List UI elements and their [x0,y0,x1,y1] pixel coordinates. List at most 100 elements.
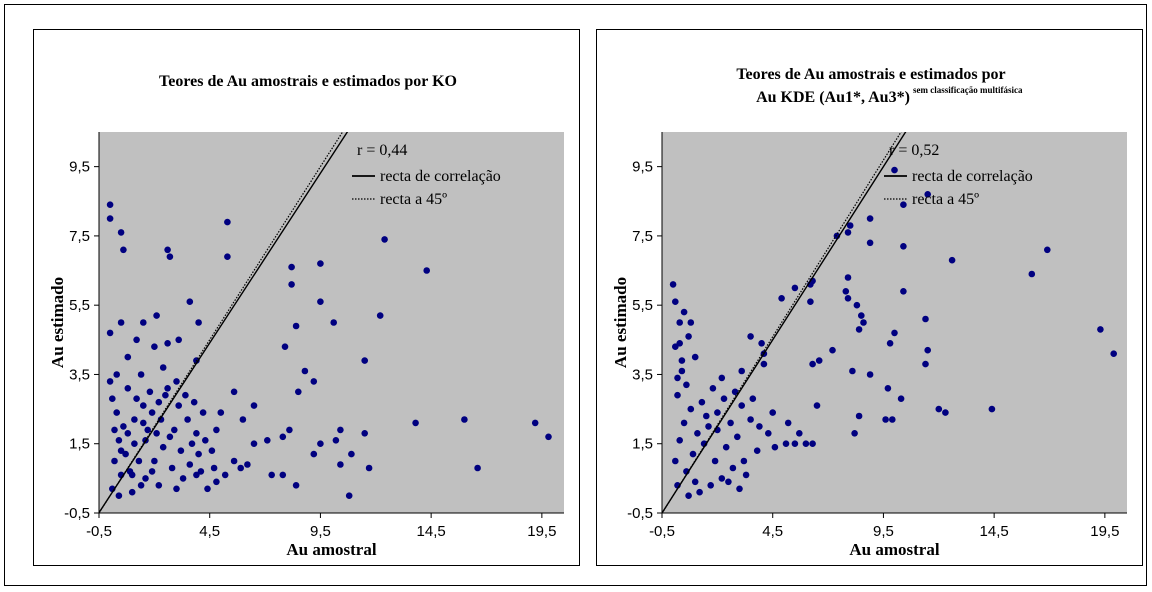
data-point [747,416,754,423]
data-point [722,443,730,451]
data-point [412,419,419,427]
data-point [310,378,318,385]
x-tick-label: 19,5 [527,523,556,540]
data-point [829,346,836,354]
data-point [317,440,324,448]
data-point [698,398,706,406]
data-point [729,464,737,472]
data-point [250,440,258,448]
data-point [159,364,167,371]
data-point [279,433,287,441]
data-point [858,312,865,319]
data-point [782,440,790,448]
data-point [117,447,125,455]
data-point [1097,326,1104,333]
data-point [756,423,763,430]
data-point [714,409,721,416]
data-point [173,378,180,385]
y-tick-label: 5,5 [632,297,653,314]
data-point [224,218,231,226]
data-point [678,367,686,375]
data-point [703,412,710,420]
data-point [760,360,768,368]
data-point [815,357,823,364]
chart-kde-svg: Teores de Au amostrais e estimados por Au… [611,66,1127,559]
data-point [202,437,209,444]
data-point [140,319,147,326]
data-point [193,430,200,437]
data-point [924,191,931,198]
data-point [376,312,384,319]
data-point [718,374,726,382]
data-point [186,461,194,468]
data-point [942,409,949,416]
data-point [133,336,140,344]
data-point [204,485,211,493]
data-point [237,464,244,472]
data-point [120,423,127,430]
x-axis-label: Au amostral [286,540,376,559]
x-axis-label: Au amostral [849,540,939,559]
data-point [124,430,132,437]
chart-title: Teores de Au amostrais e estimados por K… [159,73,457,90]
data-point [166,253,174,260]
legend-45: recta a 45º [380,191,447,208]
lines-group [99,132,349,513]
chart-title-line-1: Teores de Au amostrais e estimados por [736,66,1005,83]
data-point [317,260,324,267]
data-point [672,298,679,306]
data-point [148,409,156,416]
data-point [268,471,275,479]
data-point [288,263,295,271]
data-point [361,357,369,364]
data-point [128,471,136,479]
data-point [842,288,850,295]
data-point [886,340,894,347]
data-point [753,447,761,455]
data-point [718,475,726,482]
y-tick-label: 1,5 [632,436,653,453]
data-point [705,423,712,430]
data-point [1110,350,1117,358]
data-point [131,440,138,448]
data-point [694,430,701,437]
data-point [173,485,180,493]
data-point [680,419,688,427]
data-point [217,409,225,416]
data-point [696,488,703,496]
data-point [727,419,734,427]
data-point [162,391,169,399]
data-point [846,222,854,229]
data-point [809,360,816,368]
data-point [669,281,677,288]
data-point [106,201,114,208]
data-point [122,450,129,458]
data-point [151,457,158,465]
data-point [844,274,852,281]
data-point [742,471,750,479]
data-point [164,246,171,254]
chart-ko-svg: Teores de Au amostrais e estimados por K… [48,73,564,559]
y-tick-label: -0,5 [64,505,90,522]
data-point [155,482,163,489]
x-tick-label: 4,5 [199,523,220,540]
data-point [813,402,821,409]
data-point [151,343,158,351]
data-point [210,464,218,472]
data-point [791,440,799,448]
data-point [676,319,683,326]
data-point [736,485,743,493]
data-point [292,322,300,330]
data-point [168,464,176,472]
data-point [866,239,874,247]
data-point [184,416,191,423]
data-point [310,450,318,458]
x-tick-label: 9,5 [310,523,331,540]
data-point [461,416,468,423]
data-point [159,443,167,451]
data-point [844,229,852,236]
data-point [288,281,295,288]
y-tick-label: 5,5 [69,297,90,314]
data-point [142,475,149,482]
legend-45: recta a 45º [912,191,979,208]
